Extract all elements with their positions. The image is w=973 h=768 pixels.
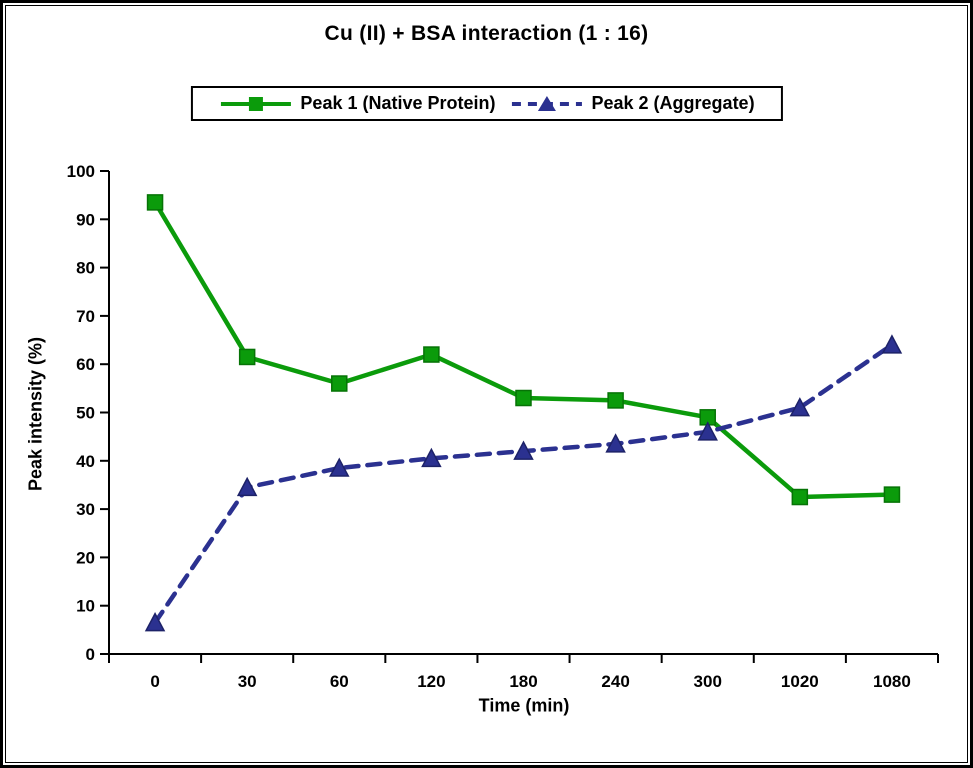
peak1-legend-swatch-icon: [220, 96, 291, 111]
series-marker-square: [423, 346, 440, 363]
x-tick-label: 60: [330, 672, 349, 691]
legend-entry-peak2: Peak 2 (Aggregate): [510, 93, 755, 114]
series-marker-triangle: [881, 334, 903, 354]
y-tick-label: 30: [76, 500, 95, 519]
y-tick-label: 10: [76, 597, 95, 616]
y-tick-label: 40: [76, 452, 95, 471]
y-tick-label: 50: [76, 404, 95, 423]
chart-title: Cu (II) + BSA interaction (1 : 16): [324, 22, 649, 45]
series-marker-triangle: [421, 447, 442, 468]
y-axis-title: Peak intensity (%): [25, 336, 46, 492]
y-tick-label: 0: [86, 645, 95, 664]
x-tick-label: 30: [238, 672, 257, 691]
series-marker-square: [883, 486, 901, 503]
y-tick-label: 20: [76, 548, 95, 567]
series-marker-triangle: [144, 612, 166, 632]
x-tick-label: 0: [150, 672, 159, 691]
x-tick-label: 1020: [781, 672, 819, 691]
x-axis-title: Time (min): [478, 695, 570, 716]
series-marker-square: [515, 389, 532, 407]
series-marker-triangle: [329, 457, 350, 477]
y-tick-label: 70: [76, 307, 95, 326]
series-marker-triangle: [236, 476, 258, 497]
legend-entry-peak1: Peak 1 (Native Protein): [218, 93, 496, 114]
legend-label-peak2: Peak 2 (Aggregate): [591, 93, 755, 113]
y-tick-label: 90: [76, 210, 95, 229]
series-marker-triangle: [697, 421, 718, 441]
series-marker-square: [607, 392, 624, 409]
chart-legend: Peak 1 (Native Protein) Peak 2 (Aggregat…: [190, 86, 783, 121]
series-marker-square: [331, 375, 348, 392]
y-tick-label: 80: [76, 259, 95, 278]
x-tick-label: 300: [694, 672, 722, 691]
legend-label-peak1: Peak 1 (Native Protein): [300, 93, 496, 113]
x-tick-label: 120: [417, 672, 445, 691]
series-marker-triangle: [605, 433, 626, 453]
x-tick-label: 180: [509, 672, 537, 691]
series-marker-square: [238, 348, 256, 366]
peak2-legend-swatch-icon: [511, 95, 582, 111]
x-tick-label: 240: [601, 672, 629, 691]
series-marker-triangle: [789, 397, 811, 417]
figure-inner-border: Cu (II) + BSA interaction (1 : 16) Peak …: [5, 5, 968, 763]
series-marker-square: [791, 488, 809, 506]
y-tick-label: 60: [76, 355, 95, 374]
y-tick-label: 100: [67, 162, 95, 181]
x-tick-label: 1080: [873, 672, 911, 691]
peak2-legend-triangle-icon: [537, 95, 556, 111]
series-marker-square: [146, 194, 164, 211]
peak1-legend-square-icon: [248, 96, 263, 111]
series-marker-triangle: [513, 440, 534, 460]
